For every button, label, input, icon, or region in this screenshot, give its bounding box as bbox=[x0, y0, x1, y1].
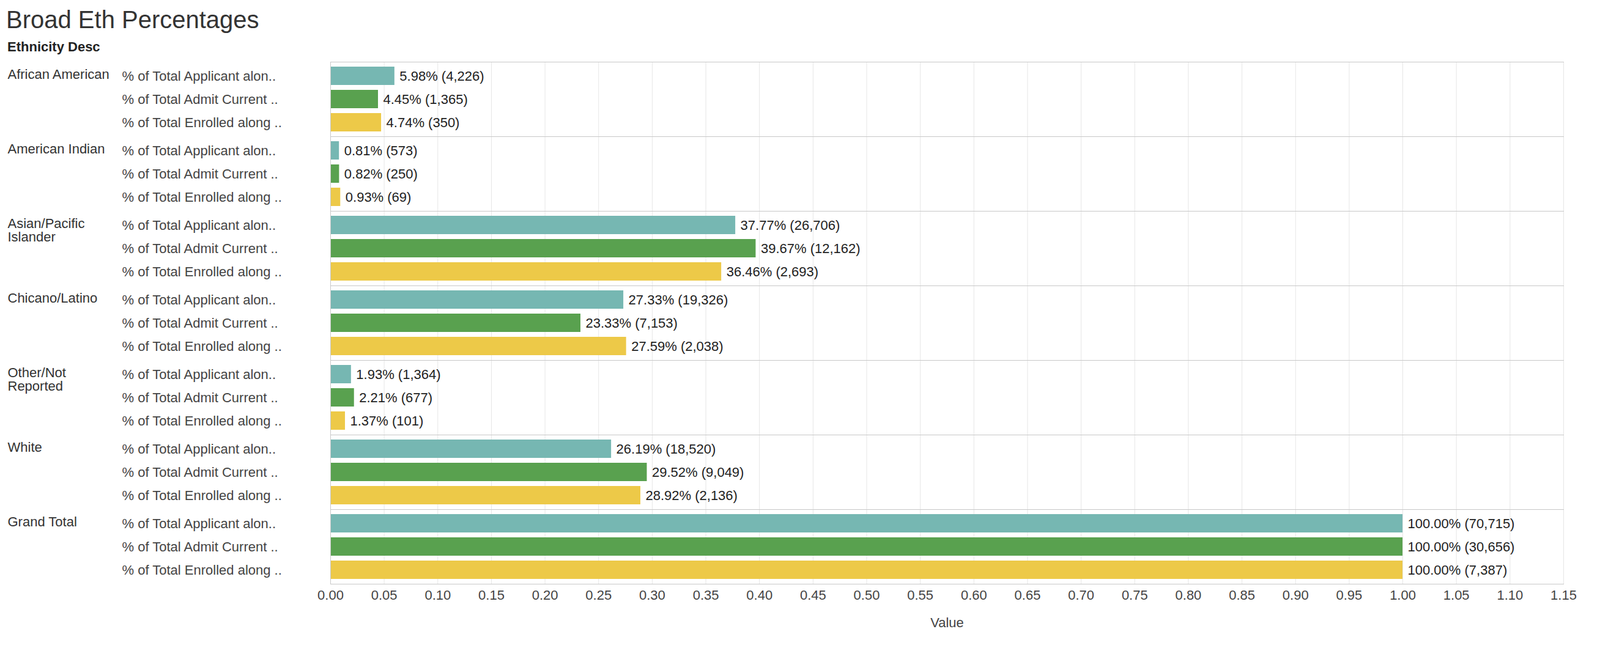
svg-text:0.90: 0.90 bbox=[1282, 587, 1309, 604]
svg-text:1.10: 1.10 bbox=[1496, 587, 1523, 604]
svg-text:29.52% (9,049): 29.52% (9,049) bbox=[651, 464, 744, 481]
svg-text:% of Total Admit Current ..: % of Total Admit Current .. bbox=[122, 390, 279, 406]
svg-text:% of Total Applicant alon..: % of Total Applicant alon.. bbox=[122, 68, 277, 84]
svg-text:% of Total Applicant alon..: % of Total Applicant alon.. bbox=[122, 292, 277, 308]
svg-text:Chicano/Latino: Chicano/Latino bbox=[7, 290, 98, 306]
svg-text:39.67% (12,162): 39.67% (12,162) bbox=[760, 240, 861, 257]
svg-text:0.75: 0.75 bbox=[1121, 587, 1149, 604]
svg-text:0.10: 0.10 bbox=[424, 587, 451, 604]
svg-text:0.50: 0.50 bbox=[853, 587, 881, 604]
svg-text:0.00: 0.00 bbox=[317, 587, 344, 604]
svg-text:27.33% (19,326): 27.33% (19,326) bbox=[628, 292, 729, 308]
svg-text:% of Total Admit Current ..: % of Total Admit Current .. bbox=[122, 315, 279, 331]
svg-text:Asian/PacificIslander: Asian/PacificIslander bbox=[7, 215, 86, 245]
svg-text:0.65: 0.65 bbox=[1014, 587, 1041, 604]
svg-text:4.45% (1,365): 4.45% (1,365) bbox=[383, 91, 468, 108]
svg-text:1.93% (1,364): 1.93% (1,364) bbox=[355, 366, 441, 383]
svg-text:0.85: 0.85 bbox=[1228, 587, 1256, 604]
svg-text:37.77% (26,706): 37.77% (26,706) bbox=[740, 217, 841, 234]
svg-text:0.35: 0.35 bbox=[692, 587, 720, 604]
svg-text:23.33% (7,153): 23.33% (7,153) bbox=[585, 315, 678, 331]
svg-text:1.15: 1.15 bbox=[1550, 587, 1577, 604]
svg-text:0.95: 0.95 bbox=[1335, 587, 1363, 604]
svg-text:26.19% (18,520): 26.19% (18,520) bbox=[616, 441, 717, 457]
svg-text:% of Total Applicant alon..: % of Total Applicant alon.. bbox=[122, 143, 277, 159]
svg-text:0.55: 0.55 bbox=[907, 587, 934, 604]
svg-text:36.46% (2,693): 36.46% (2,693) bbox=[726, 264, 819, 280]
svg-text:% of Total Enrolled along ..: % of Total Enrolled along .. bbox=[122, 338, 282, 355]
svg-text:African American: African American bbox=[7, 66, 110, 82]
svg-text:1.05: 1.05 bbox=[1443, 587, 1470, 604]
svg-text:% of Total Admit Current ..: % of Total Admit Current .. bbox=[122, 91, 279, 108]
svg-text:% of Total Admit Current ..: % of Total Admit Current .. bbox=[122, 166, 279, 182]
html-text:Ethnicity Desc: Ethnicity Desc bbox=[7, 39, 101, 55]
svg-text:% of Total Enrolled along ..: % of Total Enrolled along .. bbox=[122, 264, 282, 280]
svg-text:% of Total Enrolled along ..: % of Total Enrolled along .. bbox=[122, 413, 282, 429]
svg-text:0.30: 0.30 bbox=[639, 587, 666, 604]
svg-text:American Indian: American Indian bbox=[7, 141, 106, 157]
svg-text:0.45: 0.45 bbox=[800, 587, 827, 604]
svg-text:Other/NotReported: Other/NotReported bbox=[7, 365, 67, 394]
svg-text:100.00% (70,715): 100.00% (70,715) bbox=[1407, 516, 1515, 532]
svg-text:0.40: 0.40 bbox=[746, 587, 773, 604]
svg-text:Grand Total: Grand Total bbox=[7, 514, 78, 530]
svg-text:100.00% (7,387): 100.00% (7,387) bbox=[1407, 562, 1508, 578]
svg-text:28.92% (2,136): 28.92% (2,136) bbox=[645, 488, 738, 504]
svg-text:4.74% (350): 4.74% (350) bbox=[386, 114, 460, 131]
svg-text:5.98% (4,226): 5.98% (4,226) bbox=[399, 68, 484, 84]
svg-text:0.25: 0.25 bbox=[585, 587, 612, 604]
svg-text:0.81% (573): 0.81% (573) bbox=[344, 143, 418, 159]
html-text:Broad Eth Percentages: Broad Eth Percentages bbox=[6, 6, 260, 34]
svg-text:% of Total Enrolled along ..: % of Total Enrolled along .. bbox=[122, 488, 282, 504]
svg-text:0.15: 0.15 bbox=[478, 587, 505, 604]
svg-text:1.00: 1.00 bbox=[1389, 587, 1416, 604]
svg-text:2.21% (677): 2.21% (677) bbox=[359, 390, 433, 406]
svg-text:1.37% (101): 1.37% (101) bbox=[350, 413, 424, 429]
svg-text:0.05: 0.05 bbox=[371, 587, 398, 604]
svg-text:White: White bbox=[7, 439, 43, 456]
svg-text:0.70: 0.70 bbox=[1067, 587, 1095, 604]
svg-text:100.00% (30,656): 100.00% (30,656) bbox=[1407, 539, 1515, 555]
svg-text:Value: Value bbox=[930, 615, 964, 631]
svg-text:% of Total Admit Current ..: % of Total Admit Current .. bbox=[122, 240, 279, 257]
svg-text:% of Total Applicant alon..: % of Total Applicant alon.. bbox=[122, 217, 277, 234]
svg-text:0.93% (69): 0.93% (69) bbox=[345, 189, 412, 205]
svg-text:0.60: 0.60 bbox=[960, 587, 988, 604]
svg-text:27.59% (2,038): 27.59% (2,038) bbox=[631, 338, 723, 355]
svg-text:0.80: 0.80 bbox=[1175, 587, 1202, 604]
svg-text:% of Total Applicant alon..: % of Total Applicant alon.. bbox=[122, 516, 277, 532]
svg-text:0.20: 0.20 bbox=[532, 587, 559, 604]
svg-text:% of Total Enrolled along ..: % of Total Enrolled along .. bbox=[122, 562, 282, 578]
svg-text:% of Total Enrolled along ..: % of Total Enrolled along .. bbox=[122, 189, 282, 205]
svg-text:% of Total Applicant alon..: % of Total Applicant alon.. bbox=[122, 366, 277, 383]
svg-text:% of Total Enrolled along ..: % of Total Enrolled along .. bbox=[122, 114, 282, 131]
svg-text:% of Total Applicant alon..: % of Total Applicant alon.. bbox=[122, 441, 277, 457]
svg-text:% of Total Admit Current ..: % of Total Admit Current .. bbox=[122, 464, 279, 481]
svg-text:0.82% (250): 0.82% (250) bbox=[344, 166, 418, 182]
svg-text:% of Total Admit Current ..: % of Total Admit Current .. bbox=[122, 539, 279, 555]
